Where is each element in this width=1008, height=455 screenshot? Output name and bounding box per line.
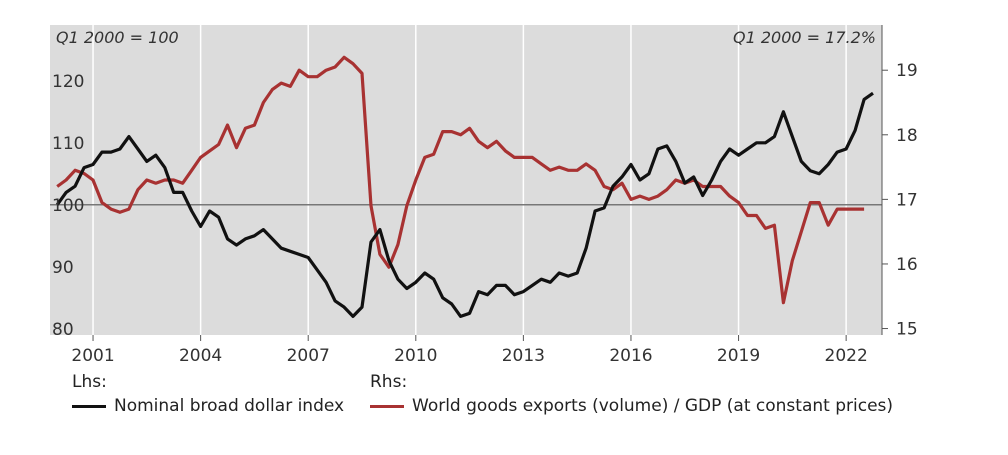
right-axis-note: Q1 2000 = 17.2% [733,28,876,47]
legend-item-dollar-index: Nominal broad dollar index [72,396,344,416]
series-line-exports-gdp [56,55,865,305]
series-line-dollar-index [55,91,874,318]
x-tick-label: 2022 [825,346,868,366]
left-axis-note: Q1 2000 = 100 [56,28,179,47]
left-tick-label: 80 [52,320,74,340]
right-tick-label: 18 [896,126,918,146]
legend-item-exports-gdp: World goods exports (volume) / GDP (at c… [370,396,893,416]
x-tick-label: 2019 [717,346,760,366]
plot-area [50,25,882,335]
left-tick-label: 90 [52,258,74,278]
left-tick-label: 120 [52,72,84,92]
legend-rhs-heading: Rhs: [370,372,408,392]
x-tick-label: 2007 [287,346,330,366]
right-tick-label: 19 [896,61,918,81]
legend-label: World goods exports (volume) / GDP (at c… [412,396,894,416]
right-tick-label: 16 [896,255,918,275]
legend-swatch-red [370,404,404,408]
left-tick-label: 110 [52,134,84,154]
legend-lhs-heading: Lhs: [72,372,107,392]
x-tick-label: 2004 [179,346,222,366]
x-tick-label: 2001 [71,346,114,366]
legend-label: Nominal broad dollar index [114,396,345,416]
legend-swatch-black [72,404,106,408]
x-tick-label: 2010 [394,346,437,366]
x-tick-label: 2013 [502,346,545,366]
right-tick-label: 17 [896,190,918,210]
right-tick-label: 15 [896,320,918,340]
left-tick-label: 100 [52,196,84,216]
x-tick-label: 2016 [609,346,652,366]
